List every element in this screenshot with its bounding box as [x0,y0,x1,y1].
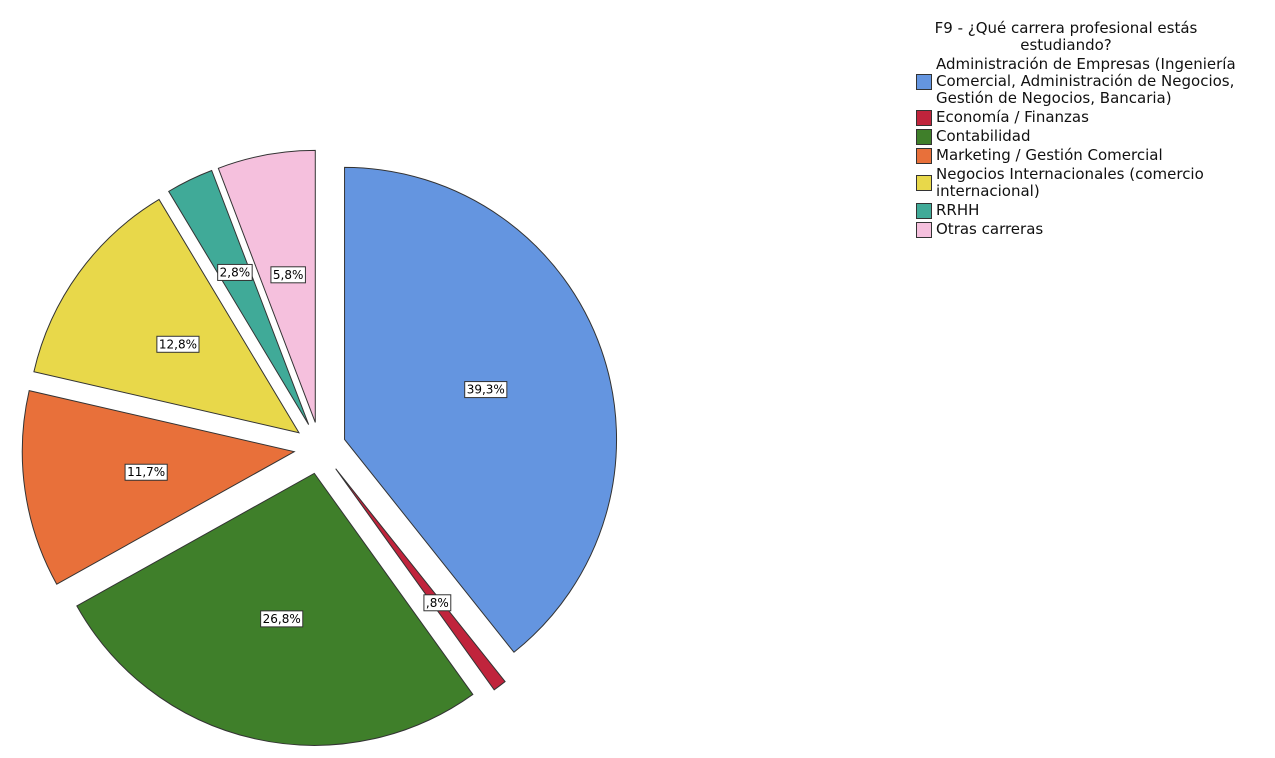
legend-entry: Negocios Internacionales (comercio inter… [916,166,1271,200]
data-label-box [464,381,508,399]
legend-swatch [916,73,932,90]
legend-swatch [916,175,932,191]
legend-entry: Contabilidad [916,128,1271,145]
legend-entry: RRHH [916,202,1271,219]
pie-slice [76,472,474,746]
pie-slice [21,390,296,585]
legend-swatch [916,109,932,126]
legend-label: Otras carreras [936,220,1044,238]
data-label: 39,3% [467,383,505,397]
legend-entry: Economía / Finanzas [916,109,1271,126]
legend-label: Administración de Empresas (Ingeniería C… [936,55,1236,107]
data-label-group: 12,8% [156,335,200,353]
legend-label: Economía / Finanzas [936,108,1089,126]
legend-swatch [916,202,932,219]
legend-entry: Marketing / Gestión Comercial [916,147,1271,164]
data-label: 5,8% [273,268,304,282]
legend-entry: Administración de Empresas (Ingeniería C… [916,56,1271,107]
data-label-box [260,610,304,628]
pie-slice [217,149,316,423]
pie-slice [344,166,618,653]
data-label-box [124,463,168,481]
legend-swatch [916,147,932,164]
data-label: 2,8% [220,265,251,279]
data-label-group: 11,7% [124,463,168,481]
legend-label: Contabilidad [936,127,1031,145]
legend-swatch [916,128,932,145]
data-label-group: 39,3% [464,381,508,399]
data-label-group: 2,8% [217,263,253,281]
data-label-box [423,594,452,612]
legend-swatch [916,221,932,238]
data-label-box [217,263,253,281]
data-label: 12,8% [159,337,197,351]
pie-slice [335,468,506,691]
data-label-group: 5,8% [270,266,306,284]
legend-label: Marketing / Gestión Comercial [936,146,1163,164]
legend: F9 - ¿Qué carrera profesional estás estu… [916,20,1271,240]
pie-slice [168,169,310,425]
legend-label: Negocios Internacionales (comercio inter… [936,165,1204,200]
data-label-box [270,266,306,284]
pie-slice [33,198,300,434]
data-label-box [156,335,200,353]
chart: 39,3% ,8% 26,8% 11,7% 12,8% 2,8% 5,8% [21,149,618,746]
data-label-group: 26,8% [260,610,304,628]
data-label: ,8% [426,596,449,610]
legend-label: RRHH [936,201,980,219]
data-label-group: ,8% [423,594,452,612]
data-label: 11,7% [127,465,165,479]
legend-title: F9 - ¿Qué carrera profesional estás estu… [934,19,1198,54]
legend-entry: Otras carreras [916,221,1271,238]
data-label: 26,8% [263,612,301,626]
